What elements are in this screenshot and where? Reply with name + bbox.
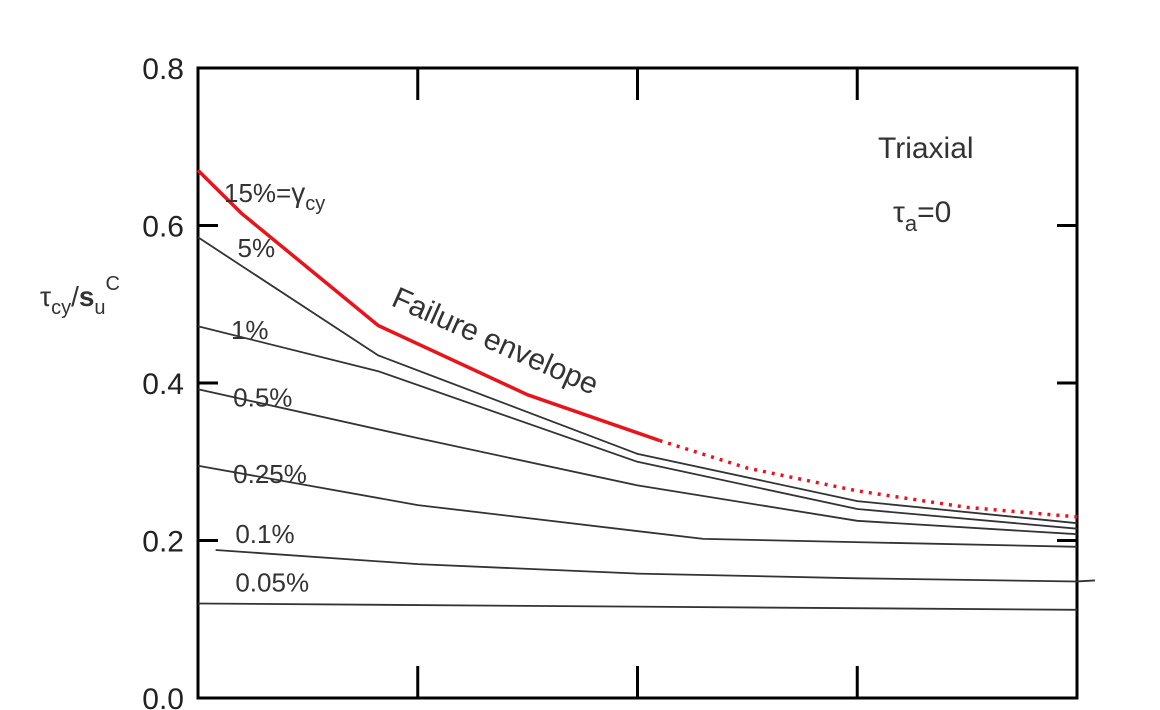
failure-envelope-label: Failure envelope <box>387 281 603 401</box>
triaxial-label: Triaxial <box>878 132 974 165</box>
y-tick-label: 0.8 <box>142 53 184 86</box>
gamma-prefix: 15%= <box>224 178 291 208</box>
gamma-main: γ <box>291 177 305 208</box>
tau-a-label: τa=0 <box>893 196 951 236</box>
y-tick-label: 0.4 <box>142 368 184 401</box>
y-label-sub2: u <box>94 297 105 319</box>
curve-5pct <box>197 236 1078 525</box>
tau-a-rest: =0 <box>917 196 951 229</box>
failure-envelope-dotted <box>658 438 1078 519</box>
gamma-sub: cy <box>305 193 325 215</box>
curve-0_1pct <box>215 549 1078 583</box>
curve-label: 0.05% <box>235 568 309 598</box>
y-label-mid: / <box>71 281 79 312</box>
tau-a-sub: a <box>905 211 918 236</box>
curve-label: 0.5% <box>233 383 292 413</box>
curve-label: 0.25% <box>233 459 307 489</box>
y-axis-label: τcy/suC <box>40 273 120 319</box>
curve-0_25pct <box>197 464 1078 548</box>
curve-label: 1% <box>231 315 269 345</box>
curve-label: 5% <box>238 233 276 263</box>
y-tick-label: 0.0 <box>142 683 184 710</box>
tau-a-main: τ <box>893 196 905 229</box>
curve-1pct <box>197 325 1078 530</box>
y-label-main: τ <box>40 281 51 312</box>
curve-0_5pct <box>197 388 1078 536</box>
labels: 0.0 0.2 0.4 0.6 0.8 5% 1% 0.5% 0.25% 0.1% 0.05% <box>142 53 309 710</box>
y-tick-label: 0.2 <box>142 526 184 559</box>
plot-area <box>196 66 1079 700</box>
y-label-sup2: C <box>106 273 120 295</box>
curve-0_1pct-extension <box>1076 579 1096 583</box>
y-label-main2: s <box>79 281 95 312</box>
curves <box>196 169 1096 611</box>
curve-label: 0.1% <box>235 519 294 549</box>
curve-0_05pct <box>197 602 1078 611</box>
y-tick-label: 0.6 <box>142 211 184 244</box>
gamma-label: 15%=γcy <box>224 177 325 215</box>
y-label-sub: cy <box>51 297 71 319</box>
failure-envelope-solid <box>196 169 661 443</box>
